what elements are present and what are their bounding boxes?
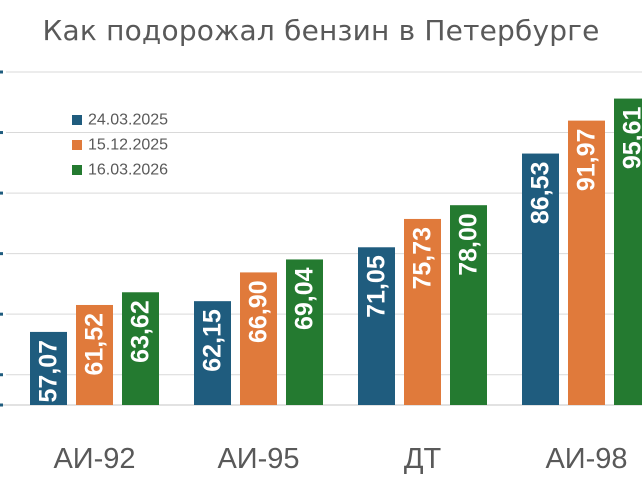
data-label: 95,61 xyxy=(619,106,642,169)
axis-tick-mark xyxy=(0,252,3,256)
bar xyxy=(568,120,605,406)
category-label: АИ-92 xyxy=(53,443,135,475)
bar xyxy=(30,331,67,405)
legend-entry: 16.03.2026 xyxy=(88,162,168,179)
data-label: 66,90 xyxy=(245,280,273,343)
legend-swatch xyxy=(72,140,82,150)
legend-entry: 15.12.2025 xyxy=(88,137,168,154)
bar xyxy=(358,247,395,405)
legend-swatch xyxy=(72,165,82,175)
axis-tick-mark xyxy=(0,312,3,316)
data-label: 69,04 xyxy=(291,267,319,330)
data-label: 71,05 xyxy=(363,255,391,318)
category-labels: АИ-92 АИ-95 ДТ АИ-98 xyxy=(53,443,627,475)
axis-tick-mark xyxy=(0,131,3,135)
category-label: АИ-95 xyxy=(217,443,299,475)
legend: 24.03.2025 15.12.2025 16.03.2026 xyxy=(72,112,168,179)
data-label: 62,15 xyxy=(199,309,227,372)
bar xyxy=(450,205,487,405)
data-label: 57,07 xyxy=(35,340,63,403)
bars xyxy=(30,98,642,406)
data-label: 91,97 xyxy=(573,129,601,192)
bar xyxy=(404,218,441,405)
data-label: 78,00 xyxy=(455,213,483,276)
data-label: 86,53 xyxy=(527,162,555,225)
bar xyxy=(286,259,323,405)
bar xyxy=(194,301,231,405)
data-label: 63,62 xyxy=(127,300,155,363)
bar xyxy=(76,304,113,405)
axis-tick-mark xyxy=(0,191,3,195)
bar xyxy=(240,272,277,405)
chart-title: Как подорожал бензин в Петербурге xyxy=(42,14,600,47)
bar xyxy=(614,98,642,405)
bar xyxy=(522,153,559,405)
legend-swatch xyxy=(72,115,82,125)
category-label: ДТ xyxy=(404,443,442,475)
bar xyxy=(122,292,159,405)
data-label: 61,52 xyxy=(81,313,109,376)
axis-tick-mark xyxy=(0,373,3,377)
axis-tick-mark xyxy=(0,403,3,407)
axis-tick-mark xyxy=(0,70,3,74)
legend-entry: 24.03.2025 xyxy=(88,112,168,129)
category-label: АИ-98 xyxy=(545,443,627,475)
data-labels: 57,07 61,52 63,62 62,15 66,90 69,04 71,05 75,73… xyxy=(35,106,642,402)
data-label: 75,73 xyxy=(409,227,437,290)
